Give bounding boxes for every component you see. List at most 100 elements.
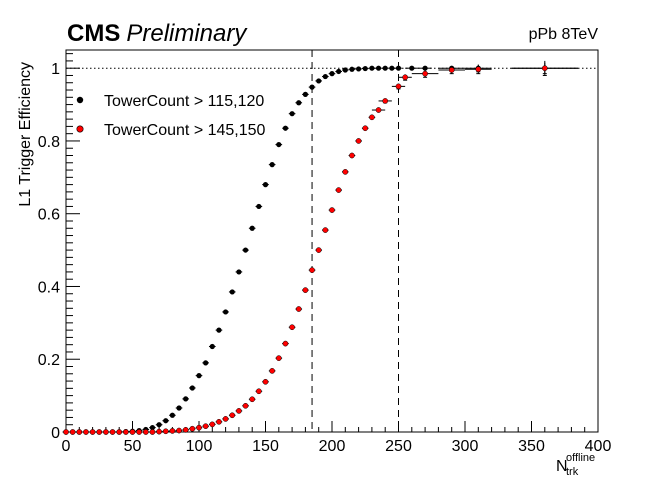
- x-tick-label: 150: [252, 438, 279, 455]
- x-tick-label: 350: [518, 438, 545, 455]
- data-point: [236, 408, 242, 414]
- data-point: [169, 412, 175, 418]
- data-point: [142, 429, 149, 435]
- data-point: [196, 424, 202, 431]
- data-point: [475, 66, 482, 73]
- data-point: [136, 429, 142, 435]
- data-point: [329, 71, 335, 77]
- reference-lines-group: [66, 50, 598, 432]
- data-point: [89, 429, 96, 435]
- data-point: [422, 65, 428, 71]
- data-point: [402, 74, 408, 81]
- x-tick-label: 100: [186, 438, 213, 455]
- data-point: [129, 429, 136, 435]
- data-point: [289, 111, 295, 117]
- data-point: [375, 107, 382, 113]
- data-point: [236, 269, 242, 275]
- data-point: [176, 405, 182, 411]
- data-point: [289, 324, 295, 331]
- data-point: [356, 66, 362, 72]
- data-point: [395, 65, 402, 71]
- data-point: [322, 73, 328, 80]
- x-tick-label: 300: [452, 438, 479, 455]
- data-point: [355, 138, 362, 144]
- data-point: [149, 429, 156, 435]
- x-tick-label: 50: [124, 438, 142, 455]
- data-point: [369, 65, 375, 71]
- x-axis-label-superscript: offline: [566, 452, 595, 464]
- data-point: [69, 429, 76, 435]
- legend-marker-series-1: [76, 96, 84, 104]
- data-point: [395, 83, 402, 90]
- data-point: [156, 422, 162, 428]
- legend-label-series-1: TowerCount > 115,120: [104, 93, 264, 110]
- status-label: Preliminary: [126, 20, 248, 47]
- data-point: [448, 67, 455, 73]
- y-tick-label: 0.8: [38, 134, 60, 151]
- data-point: [103, 429, 109, 435]
- data-point: [162, 428, 169, 435]
- data-point: [302, 91, 308, 97]
- data-point: [362, 125, 369, 132]
- data-point: [282, 125, 289, 131]
- x-tick-label: 250: [385, 438, 412, 455]
- data-point: [229, 412, 236, 419]
- data-point: [256, 388, 262, 395]
- data-point: [275, 355, 282, 361]
- data-point: [209, 421, 216, 428]
- data-point: [342, 169, 349, 175]
- data-point: [409, 65, 415, 71]
- data-point: [242, 402, 249, 409]
- data-point: [182, 426, 189, 433]
- x-tick-label: 200: [319, 438, 346, 455]
- data-point: [216, 418, 222, 425]
- data-point: [242, 247, 249, 253]
- y-tick-label: 0.6: [38, 207, 60, 224]
- tick-labels-group: 0 50 100 150 200 250 300 350 400 0 0.2 0.4 0.6 0.8 1: [38, 61, 612, 455]
- y-tick-label: 1: [51, 61, 60, 78]
- data-point: [256, 203, 262, 210]
- x-axis-label: N: [556, 458, 568, 475]
- data-point: [349, 66, 355, 72]
- data-point: [156, 428, 162, 435]
- data-point: [249, 396, 256, 403]
- data-point: [296, 100, 302, 106]
- data-point: [541, 65, 548, 72]
- data-point: [269, 162, 275, 168]
- data-point: [282, 340, 289, 347]
- collision-label: pPb 8TeV: [529, 26, 599, 43]
- data-point: [276, 141, 282, 148]
- series-2: [62, 60, 579, 435]
- legend-marker-series-2: [76, 125, 84, 133]
- data-point: [269, 368, 275, 374]
- data-point: [369, 114, 375, 121]
- data-point: [382, 98, 389, 104]
- data-point: [76, 429, 83, 435]
- data-point: [362, 65, 368, 72]
- data-point: [96, 429, 103, 435]
- data-point: [262, 182, 269, 188]
- axis-ticks-group: [65, 53, 599, 433]
- data-point: [229, 289, 235, 295]
- data-point: [216, 327, 222, 333]
- data-point: [123, 429, 129, 435]
- y-tick-label: 0.2: [38, 352, 60, 369]
- data-point: [329, 207, 335, 213]
- data-point: [183, 396, 189, 402]
- data-point: [189, 425, 196, 432]
- data-point: [83, 429, 89, 435]
- y-tick-label: 0: [51, 425, 60, 442]
- data-point: [176, 427, 182, 434]
- x-tick-label: 400: [585, 438, 612, 455]
- data-point: [262, 378, 269, 385]
- data-point: [149, 425, 156, 431]
- data-point: [322, 227, 329, 233]
- data-point: [342, 67, 348, 73]
- legend: TowerCount > 115,120 TowerCount > 145,15…: [76, 93, 266, 139]
- data-point: [209, 343, 215, 350]
- data-point: [389, 65, 395, 71]
- data-points-group: [62, 60, 579, 435]
- data-point: [336, 68, 342, 75]
